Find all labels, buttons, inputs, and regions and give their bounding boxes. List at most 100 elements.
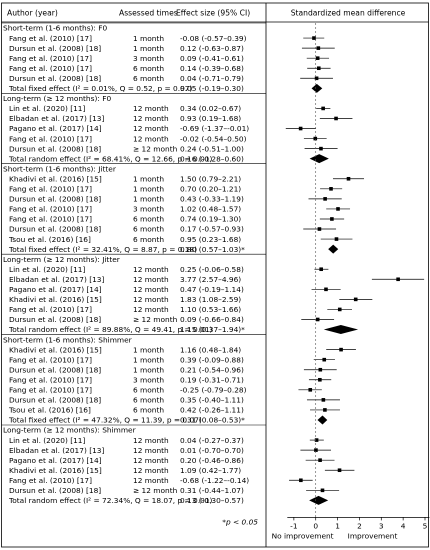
point-estimate [322,357,327,362]
study-time: 6 month [133,235,164,244]
point-estimate [320,488,325,493]
study-author: Pagano et al. (2017) [14] [9,285,102,294]
study-author: Pagano et al. (2017) [14] [9,456,102,465]
study-author: Khadivi et al. (2016) [15] [9,295,102,304]
point-estimate [323,197,327,201]
study-time: 12 month [133,134,169,143]
summary-diamond [317,415,328,425]
study-author: Elbadan et al. (2017) [13] [9,275,104,284]
study-ci: 0.43 (-0.33–1.19) [180,195,244,204]
summary-diamond [309,495,329,505]
study-time: 12 month [133,305,169,314]
study-time: ≥ 12 month [133,486,178,495]
study-ci: 1.50 (0.79–2.21) [180,174,241,183]
section-label: Long-term (≥ 12 months): F0 [3,94,111,103]
study-ci: 0.39 (-0.09–0.88) [180,355,244,364]
study-author: Fang et al. (2010) [17] [9,476,92,485]
point-estimate [329,187,333,191]
point-estimate [317,227,322,231]
study-ci: 1.10 (0.53–1.66) [180,305,241,314]
total-label: Total fixed effect (I² = 0.01%, Q = 0.52… [8,84,192,93]
study-ci: 0.24 (-0.51–1.00) [180,144,244,153]
study-ci: 0.21 (-0.54–0.96) [180,365,244,374]
study-author: Fang et al. (2010) [17] [9,34,92,43]
study-author: Dursun et al. (2008) [18] [9,144,101,153]
study-time: 12 month [133,265,169,274]
study-author: Tsou et al. (2016) [16] [8,406,91,415]
study-author: Dursun et al. (2008) [18] [9,44,101,53]
study-ci: 1.09 (0.42–1.77) [180,466,241,475]
header-times: Assessed times [119,9,178,18]
summary-diamond [328,244,339,254]
section-label: Long-term (≥ 12 months): Shimmer [3,426,137,435]
study-time: 12 month [133,466,169,475]
study-ci: -0.25 (-0.79–0.28) [180,386,247,395]
point-estimate [315,317,320,322]
point-estimate [337,307,342,312]
footnote: *p < 0.05 [222,517,258,526]
study-time: 12 month [133,456,169,465]
study-author: Fang et al. (2010) [17] [9,64,92,73]
study-ci: 0.42 (-0.26–1.11) [180,406,244,415]
study-author: Dursun et al. (2008) [18] [9,74,101,83]
study-author: Fang et al. (2010) [17] [9,386,92,395]
study-time: 3 month [133,54,164,63]
study-ci: 0.74 (0.19–1.30) [180,215,241,224]
study-ci: 0.31 (-0.44–1.07) [180,486,244,495]
study-time: 12 month [133,104,169,113]
study-ci: 0.47 (-0.19–1.14) [180,285,244,294]
study-time: 12 month [133,446,169,455]
study-ci: 1.83 (1.08–2.59) [180,295,241,304]
header-author: Author (year) [7,9,58,18]
point-estimate [316,46,321,50]
study-time: 6 month [133,74,164,83]
tick-label: 5 [423,521,428,530]
study-time: 6 month [133,406,164,415]
tick-label: 2 [357,521,362,530]
study-ci: 0.70 (0.20–1.21) [180,185,241,194]
study-author: Khadivi et al. (2016) [15] [9,466,102,475]
point-estimate [319,267,323,272]
study-author: Elbadan et al. (2017) [13] [9,114,104,123]
study-author: Fang et al. (2010) [17] [9,54,92,63]
point-estimate [336,207,340,211]
study-author: Dursun et al. (2008) [18] [9,225,101,234]
study-author: Fang et al. (2010) [17] [9,215,92,224]
point-estimate [323,408,327,412]
study-author: Fang et al. (2010) [17] [9,305,92,314]
study-ci: 0.12 (-0.63–0.87) [180,44,244,53]
point-estimate [334,237,339,241]
point-estimate [330,217,334,221]
study-time: 1 month [133,195,164,204]
study-author: Dursun et al. (2008) [18] [9,365,101,374]
study-ci: 0.95 (0.23–1.68) [180,235,241,244]
total-label: Total random effect (I² = 68.41%, Q = 12… [8,154,213,163]
study-time: 12 month [133,124,169,133]
point-estimate [346,176,351,181]
xlabel-right: Improvement [348,531,398,540]
study-ci: 0.35 (-0.40–1.11) [180,396,244,405]
header-effect: Effect size (95% CI) [176,9,250,18]
total-ci: 0.16 (-0.28–0.60) [180,154,244,163]
study-time: 3 month [133,205,164,214]
study-ci: -0.69 (-1.37–-0.01) [180,124,249,133]
study-time: ≥ 12 month [133,144,178,153]
study-time: 12 month [133,114,169,123]
point-estimate [315,56,320,60]
study-ci: 0.01 (-0.70–0.70) [180,446,244,455]
tick-label: 0 [313,521,318,530]
study-time: 12 month [133,295,169,304]
xlabel-left: No improvement [272,531,334,540]
study-ci: 0.04 (-0.71–0.79) [180,74,244,83]
point-estimate [316,66,321,71]
tick-label: -1 [290,521,298,530]
study-time: 3 month [133,375,164,384]
total-ci: 0.31 (0.08–0.53)* [180,416,245,425]
point-estimate [321,106,325,111]
point-estimate [324,287,328,292]
